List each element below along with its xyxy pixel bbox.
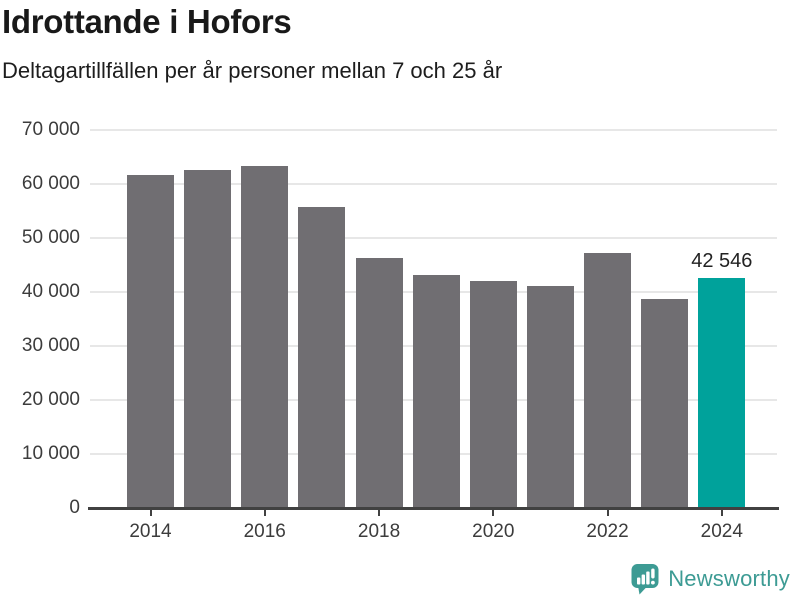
x-axis-label-2014: 2014 xyxy=(129,521,172,542)
x-axis-label-2016: 2016 xyxy=(243,521,286,542)
x-axis-label-2020: 2020 xyxy=(472,521,515,542)
bar-chart-speech-bubble-icon xyxy=(631,564,659,595)
x-tick-2018 xyxy=(378,510,381,516)
value-label-2024: 42 546 xyxy=(691,250,753,273)
y-axis-label-60000: 60 000 xyxy=(21,173,80,194)
y-axis-label-0: 0 xyxy=(69,497,80,518)
x-axis-label-2018: 2018 xyxy=(357,521,401,542)
bar-2020 xyxy=(469,281,517,508)
bar-2016 xyxy=(241,165,289,508)
y-axis-label-20000: 20 000 xyxy=(21,389,80,410)
y-axis-label-10000: 10 000 xyxy=(21,443,80,464)
bar-2018 xyxy=(355,257,403,508)
x-tick-2022 xyxy=(606,510,609,516)
x-tick-2020 xyxy=(492,510,495,516)
bar-2022 xyxy=(584,253,632,508)
gridline-60000 xyxy=(90,183,777,185)
x-axis-line xyxy=(88,507,779,510)
newsworthy-brand-text: Newsworthy xyxy=(668,565,790,591)
y-axis-label-70000: 70 000 xyxy=(21,119,80,140)
y-axis-label-50000: 50 000 xyxy=(21,227,80,248)
x-axis-label-2024: 2024 xyxy=(700,521,743,542)
x-tick-2024 xyxy=(720,510,723,516)
bar-2015 xyxy=(184,169,232,508)
bar-2014 xyxy=(127,174,174,508)
x-tick-2014 xyxy=(149,510,152,516)
gridline-70000 xyxy=(90,129,777,131)
chart-title: Idrottande i Hofors xyxy=(2,3,292,40)
newsworthy-logo: Newsworthy xyxy=(630,562,790,595)
y-axis-label-40000: 40 000 xyxy=(21,281,80,302)
y-axis-label-30000: 30 000 xyxy=(21,335,80,356)
gridline-50000 xyxy=(90,237,777,239)
x-tick-2016 xyxy=(263,510,266,516)
x-axis-label-2022: 2022 xyxy=(586,521,629,542)
bar-2021 xyxy=(526,286,574,508)
bar-2017 xyxy=(298,207,346,508)
bar-2019 xyxy=(412,275,460,508)
chart-subtitle: Deltagartillfällen per år personer mella… xyxy=(2,58,503,83)
bar-2023 xyxy=(641,299,689,508)
bar-2024 xyxy=(698,278,746,508)
